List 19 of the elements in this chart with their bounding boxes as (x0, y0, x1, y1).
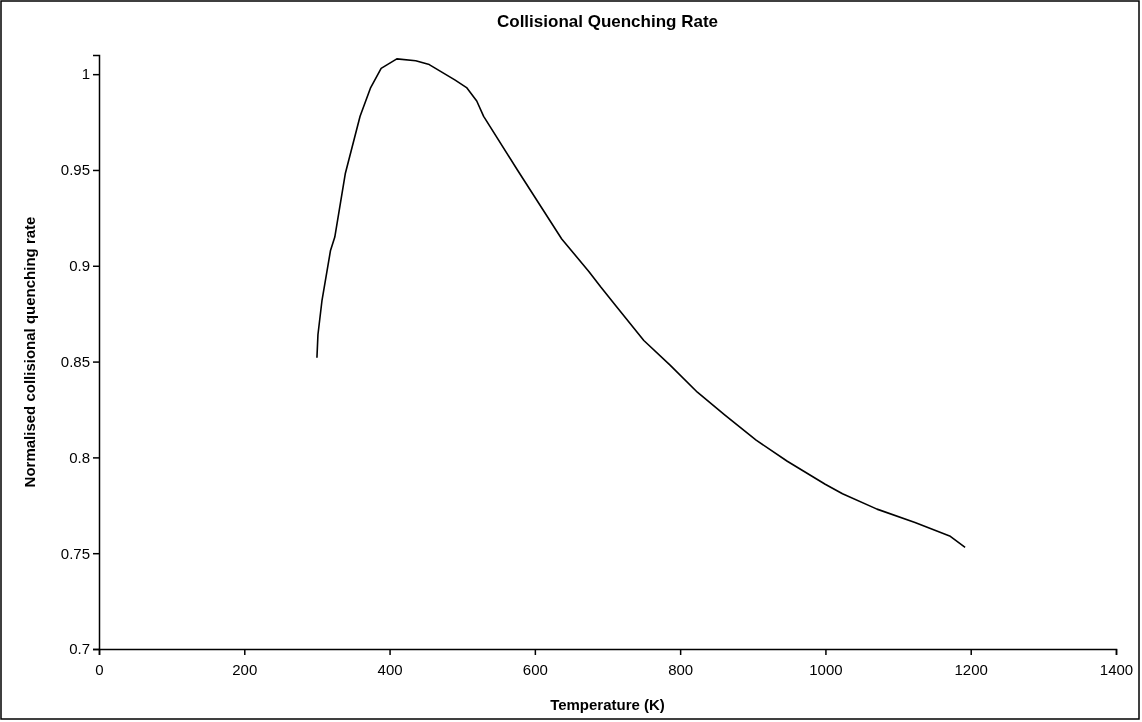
x-tick-label: 0 (95, 660, 104, 678)
line-series (316, 58, 966, 549)
x-tick-label: 800 (668, 660, 694, 678)
y-tick-label: 0.95 (60, 161, 90, 179)
y-tick-label: 0.9 (69, 257, 90, 275)
y-tick-label: 0.75 (60, 544, 90, 562)
chart-title: Collisional Quenching Rate (496, 12, 719, 31)
y-tick-label: 0.8 (69, 448, 90, 466)
x-tick-label: 400 (377, 660, 403, 678)
x-tick-label: 1000 (809, 660, 843, 678)
x-tick-label: 200 (232, 660, 258, 678)
x-axis-title: Temperature (K) (550, 696, 665, 713)
y-tick-label: 0.7 (69, 640, 90, 658)
y-tick-label: 0.85 (60, 352, 90, 370)
y-tick-label: 1 (81, 65, 90, 83)
y-axis-title: Normalised collisional quenching rate (21, 216, 38, 488)
x-tick-label: 1200 (954, 660, 988, 678)
x-tick-label: 600 (522, 660, 548, 678)
x-tick-label: 1400 (1099, 660, 1134, 678)
